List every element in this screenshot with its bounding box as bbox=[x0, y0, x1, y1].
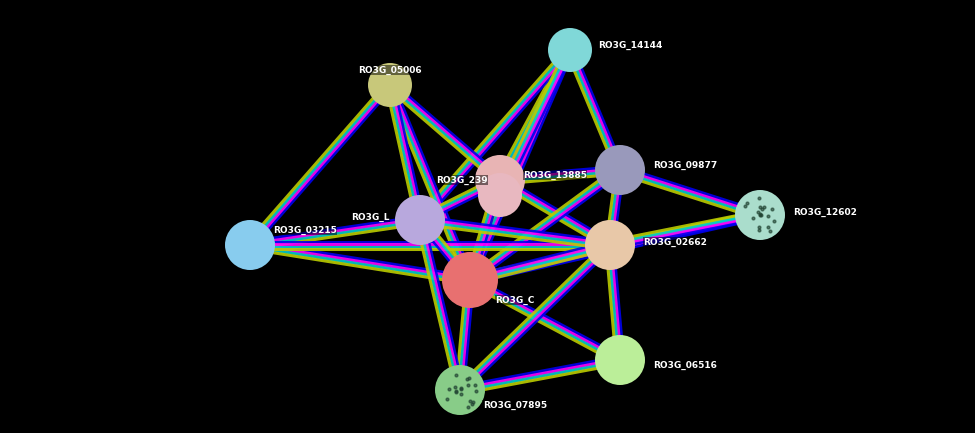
Circle shape bbox=[548, 28, 592, 72]
Circle shape bbox=[435, 365, 485, 415]
Circle shape bbox=[595, 335, 645, 385]
Circle shape bbox=[225, 220, 275, 270]
Text: RO3G_02662: RO3G_02662 bbox=[644, 237, 707, 246]
Text: RO3G_03215: RO3G_03215 bbox=[273, 226, 337, 235]
Text: RO3G_C: RO3G_C bbox=[495, 295, 534, 304]
Text: RO3G_09877: RO3G_09877 bbox=[653, 161, 718, 170]
Circle shape bbox=[585, 220, 635, 270]
Text: RO3G_239: RO3G_239 bbox=[436, 175, 488, 184]
Text: RO3G_L: RO3G_L bbox=[351, 213, 389, 222]
Circle shape bbox=[442, 252, 498, 308]
Circle shape bbox=[368, 63, 412, 107]
Text: RO3G_13885: RO3G_13885 bbox=[523, 171, 587, 180]
Text: RO3G_07895: RO3G_07895 bbox=[483, 401, 547, 410]
Circle shape bbox=[475, 155, 525, 205]
Circle shape bbox=[395, 195, 445, 245]
Circle shape bbox=[735, 190, 785, 240]
Circle shape bbox=[478, 173, 522, 217]
Text: RO3G_14144: RO3G_14144 bbox=[598, 40, 662, 49]
Text: RO3G_05006: RO3G_05006 bbox=[358, 65, 422, 74]
Text: RO3G_06516: RO3G_06516 bbox=[653, 360, 717, 370]
Circle shape bbox=[595, 145, 645, 195]
Text: RO3G_12602: RO3G_12602 bbox=[793, 207, 857, 216]
